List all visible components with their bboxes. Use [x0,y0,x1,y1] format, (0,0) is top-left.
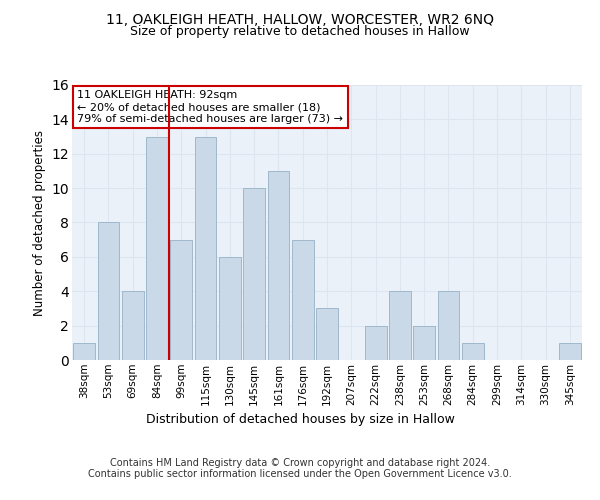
Bar [73,343,95,360]
Text: 11, OAKLEIGH HEATH, HALLOW, WORCESTER, WR2 6NQ: 11, OAKLEIGH HEATH, HALLOW, WORCESTER, W… [106,12,494,26]
Bar [243,188,265,360]
Text: Distribution of detached houses by size in Hallow: Distribution of detached houses by size … [146,412,454,426]
Bar [122,291,143,360]
Y-axis label: Number of detached properties: Number of detached properties [33,130,46,316]
Bar [219,257,241,360]
Bar [389,291,411,360]
Bar [462,343,484,360]
Text: Contains HM Land Registry data © Crown copyright and database right 2024.
Contai: Contains HM Land Registry data © Crown c… [88,458,512,479]
Bar [365,326,386,360]
Bar [268,171,289,360]
Bar [97,222,119,360]
Bar [413,326,435,360]
Bar [146,136,168,360]
Bar [316,308,338,360]
Text: Size of property relative to detached houses in Hallow: Size of property relative to detached ho… [130,25,470,38]
Bar [170,240,192,360]
Bar [437,291,460,360]
Bar [194,136,217,360]
Text: 11 OAKLEIGH HEATH: 92sqm
← 20% of detached houses are smaller (18)
79% of semi-d: 11 OAKLEIGH HEATH: 92sqm ← 20% of detach… [77,90,343,124]
Bar [559,343,581,360]
Bar [292,240,314,360]
